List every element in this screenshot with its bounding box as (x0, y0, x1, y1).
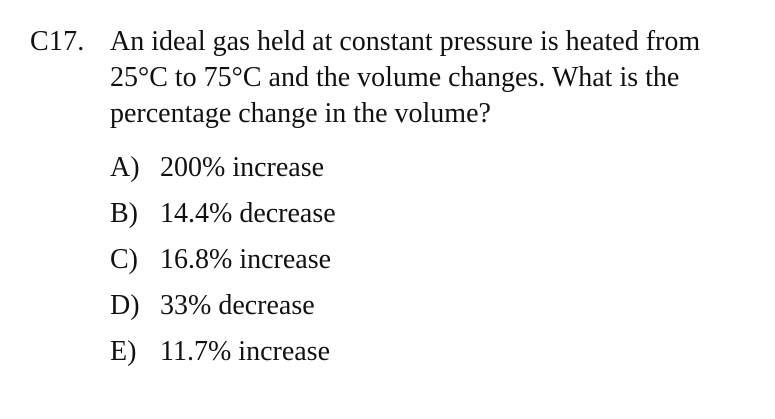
option-e[interactable]: E) 11.7% increase (110, 334, 510, 380)
option-text: 33% decrease (160, 290, 315, 321)
question-number: C17. (30, 26, 85, 57)
option-letter: E) (110, 336, 137, 367)
option-letter: A) (110, 152, 140, 183)
answer-options: A) 200% increase B) 14.4% decrease C) 16.8%… (110, 150, 510, 380)
option-c[interactable]: C) 16.8% increase (110, 242, 510, 288)
option-letter: D) (110, 290, 140, 321)
option-b[interactable]: B) 14.4% decrease (110, 196, 510, 242)
option-text: 11.7% increase (160, 336, 330, 367)
option-letter: C) (110, 244, 138, 275)
question-stem-line: 25°C to 75°C and the volume changes. Wha… (110, 62, 680, 93)
option-d[interactable]: D) 33% decrease (110, 288, 510, 334)
option-letter: B) (110, 198, 138, 229)
option-text: 16.8% increase (160, 244, 332, 275)
question-stem-line: percentage change in the volume? (110, 98, 491, 129)
question-stem-line: An ideal gas held at constant pressure i… (110, 26, 701, 57)
option-a[interactable]: A) 200% increase (110, 150, 510, 196)
option-text: 14.4% decrease (160, 198, 336, 229)
question-stem: An ideal gas held at constant pressure i… (110, 24, 760, 132)
option-text: 200% increase (160, 152, 325, 183)
